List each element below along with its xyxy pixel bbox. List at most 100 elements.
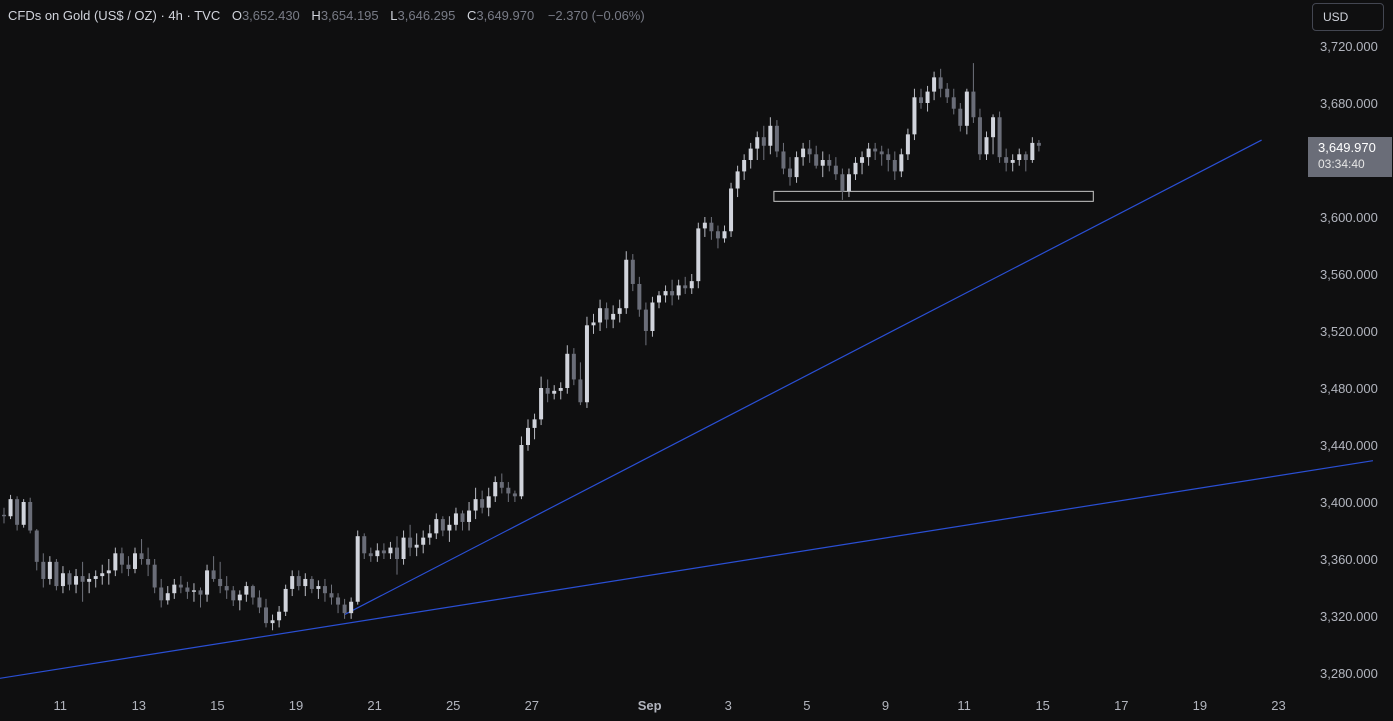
candle bbox=[8, 494, 13, 520]
candle bbox=[290, 570, 295, 597]
time-tick-label: 19 bbox=[289, 698, 303, 713]
candle bbox=[1036, 140, 1041, 152]
candle bbox=[820, 151, 825, 178]
candle bbox=[715, 225, 720, 249]
candle bbox=[381, 543, 386, 559]
low-key: L bbox=[390, 8, 398, 23]
price-tick-label: 3,600.000 bbox=[1320, 210, 1378, 225]
time-axis[interactable]: 11 13 15 19 21 25 27 Sep 3 5 9 11 15 17 19 23 bbox=[53, 698, 1285, 713]
candle bbox=[388, 541, 393, 559]
candle bbox=[919, 88, 923, 109]
high-key: H bbox=[311, 8, 321, 23]
candle bbox=[886, 148, 891, 172]
candle bbox=[277, 606, 282, 628]
candle bbox=[205, 564, 210, 602]
candle bbox=[316, 580, 321, 599]
time-tick-label: 19 bbox=[1193, 698, 1207, 713]
candle bbox=[264, 598, 268, 628]
trendline-1[interactable] bbox=[0, 460, 1374, 679]
candle bbox=[617, 299, 622, 323]
candle bbox=[506, 482, 511, 502]
candle bbox=[1010, 154, 1015, 172]
candle bbox=[172, 578, 177, 599]
candle bbox=[2, 507, 6, 524]
candle bbox=[322, 578, 327, 602]
candle bbox=[899, 148, 904, 178]
price-tick-label: 3,480.000 bbox=[1320, 381, 1378, 396]
candle bbox=[139, 539, 144, 565]
candle bbox=[689, 274, 694, 294]
candle bbox=[755, 131, 760, 160]
candle bbox=[991, 114, 996, 155]
open-value: 3,652.430 bbox=[241, 8, 300, 23]
candle bbox=[676, 279, 681, 300]
candle bbox=[512, 490, 517, 502]
candle bbox=[748, 142, 753, 169]
price-axis[interactable]: 3,720.0003,680.0003,640.0003,600.0003,56… bbox=[1320, 39, 1378, 681]
candle bbox=[584, 316, 589, 408]
candle bbox=[663, 285, 668, 303]
candle bbox=[630, 254, 635, 292]
candle bbox=[932, 71, 937, 101]
candle bbox=[283, 584, 288, 616]
candle bbox=[558, 382, 563, 400]
close-value: 3,649.970 bbox=[476, 8, 535, 23]
candle bbox=[833, 157, 838, 180]
candle bbox=[788, 157, 792, 186]
candle bbox=[87, 573, 92, 594]
candle bbox=[1004, 148, 1009, 172]
close-key: C bbox=[466, 8, 477, 23]
candle bbox=[997, 111, 1002, 163]
symbol-name[interactable]: CFDs on Gold (US$ / OZ) bbox=[8, 8, 157, 23]
time-tick-label: Sep bbox=[638, 698, 662, 713]
candle bbox=[80, 561, 85, 602]
price-tick-label: 3,720.000 bbox=[1320, 39, 1378, 54]
candle bbox=[467, 502, 472, 531]
candle bbox=[237, 590, 242, 611]
time-tick-label: 5 bbox=[803, 698, 810, 713]
price-tick-label: 3,280.000 bbox=[1320, 666, 1378, 681]
candle bbox=[611, 305, 616, 329]
candle bbox=[159, 578, 164, 608]
candle bbox=[905, 128, 910, 160]
candle bbox=[47, 556, 52, 585]
candle bbox=[165, 586, 170, 605]
open-key: O bbox=[231, 8, 242, 23]
candle bbox=[499, 473, 504, 494]
candle bbox=[545, 379, 550, 403]
support-zone-rect[interactable] bbox=[773, 190, 1094, 202]
candle bbox=[846, 168, 851, 198]
bar-countdown: 03:34:40 bbox=[1318, 157, 1365, 171]
candle bbox=[408, 524, 413, 557]
candle bbox=[827, 154, 832, 172]
candle bbox=[28, 497, 33, 534]
last-price-tag: 3,649.970 03:34:40 bbox=[1308, 137, 1392, 177]
candle bbox=[637, 276, 642, 317]
time-tick-label: 3 bbox=[725, 698, 732, 713]
candle bbox=[729, 182, 734, 237]
time-tick-label: 15 bbox=[1035, 698, 1049, 713]
candle bbox=[74, 568, 79, 594]
candle bbox=[100, 564, 105, 585]
candle bbox=[670, 279, 675, 306]
candle bbox=[781, 142, 786, 175]
time-tick-label: 9 bbox=[882, 698, 889, 713]
candle bbox=[860, 151, 865, 175]
trendline-2[interactable] bbox=[344, 139, 1262, 616]
symbol-legend: CFDs on Gold (US$ / OZ) · 4h · TVC O3,65… bbox=[8, 8, 645, 23]
time-tick-label: 27 bbox=[525, 698, 539, 713]
source-label: TVC bbox=[194, 8, 221, 23]
last-price-value: 3,649.970 bbox=[1318, 140, 1376, 155]
candle bbox=[938, 68, 943, 98]
price-tick-label: 3,440.000 bbox=[1320, 438, 1378, 453]
candle bbox=[257, 590, 262, 614]
currency-button[interactable]: USD bbox=[1312, 3, 1384, 31]
time-tick-label: 21 bbox=[367, 698, 381, 713]
candle bbox=[696, 222, 701, 289]
price-tick-label: 3,320.000 bbox=[1320, 609, 1378, 624]
interval-label[interactable]: 4h bbox=[168, 8, 183, 23]
price-tick-label: 3,560.000 bbox=[1320, 267, 1378, 282]
candle bbox=[958, 103, 963, 132]
time-tick-label: 17 bbox=[1114, 698, 1128, 713]
